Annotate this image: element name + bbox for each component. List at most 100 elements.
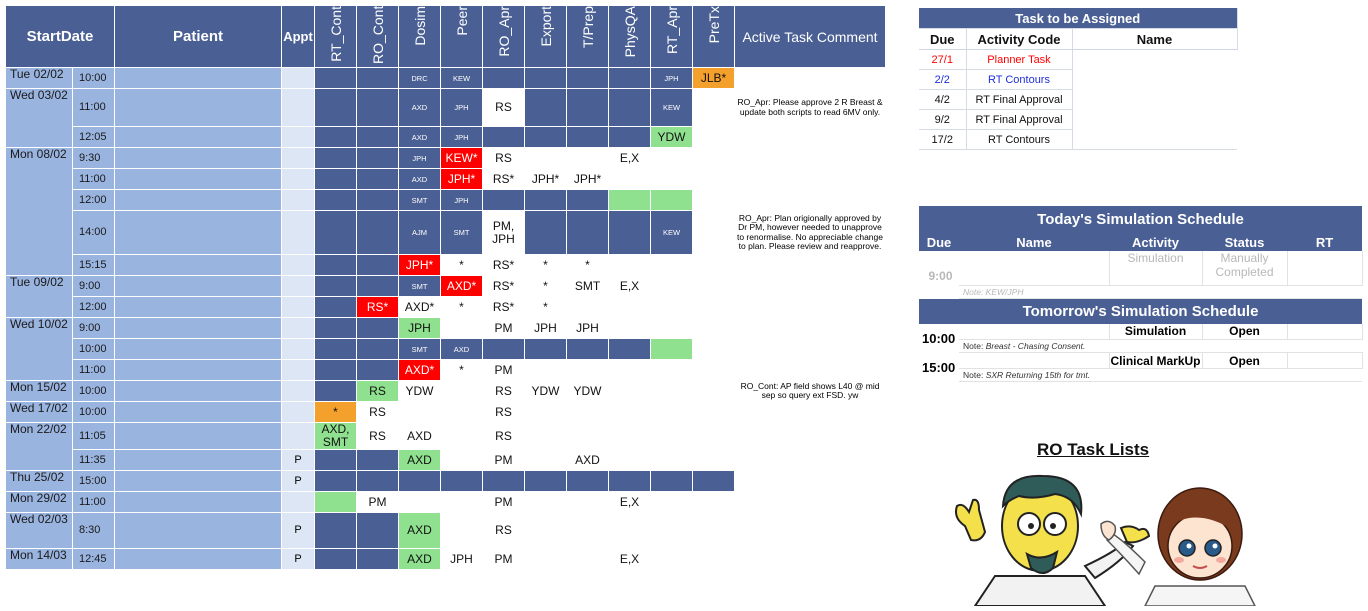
dosim-task-cell[interactable] <box>398 401 441 423</box>
ro-apr-task-cell[interactable]: PM <box>482 359 525 381</box>
patient-cell[interactable] <box>114 147 282 169</box>
col-active-task-comment[interactable]: Active Task Comment <box>734 5 886 68</box>
dosim-task-cell[interactable]: AXD <box>398 512 441 549</box>
rt-apr-task-cell[interactable]: KEW <box>650 210 693 255</box>
peer-task-cell[interactable] <box>440 380 483 402</box>
peer-task-cell[interactable]: * <box>440 296 483 318</box>
ro-apr-task-cell[interactable]: RS* <box>482 168 525 190</box>
ro-cont-task-cell[interactable]: RS <box>356 401 399 423</box>
peer-task-cell[interactable] <box>440 401 483 423</box>
rt-apr-task-cell[interactable] <box>650 275 693 297</box>
pretx-task-cell[interactable]: JLB* <box>692 67 735 89</box>
rt-apr-task-cell[interactable] <box>650 491 693 513</box>
physqa-task-cell[interactable] <box>608 470 651 492</box>
rt-apr-task-cell[interactable] <box>650 401 693 423</box>
ro-apr-task-cell[interactable]: RS* <box>482 296 525 318</box>
export-task-cell[interactable]: * <box>524 254 567 276</box>
rt-apr-task-cell[interactable] <box>650 254 693 276</box>
peer-task-cell[interactable] <box>440 470 483 492</box>
col-dosim[interactable]: Dosim <box>398 5 441 68</box>
assign-row[interactable]: 9/2 RT Final Approval <box>919 109 1237 130</box>
rt-cont-task-cell[interactable] <box>314 491 357 513</box>
patient-cell[interactable] <box>114 168 282 190</box>
rt-cont-task-cell[interactable] <box>314 512 357 549</box>
export-task-cell[interactable] <box>524 126 567 148</box>
physqa-task-cell[interactable] <box>608 254 651 276</box>
patient-cell[interactable] <box>114 380 282 402</box>
pretx-task-cell[interactable] <box>692 254 735 276</box>
schedule-row[interactable]: 11:00 AXD JPH* RS* JPH* JPH* <box>6 168 886 190</box>
rt-apr-task-cell[interactable]: KEW <box>650 88 693 127</box>
schedule-row[interactable]: Tue 02/02 10:00 DRC KEW JPH JLB* <box>5 67 886 89</box>
ro-apr-task-cell[interactable]: PM <box>482 491 525 513</box>
physqa-task-cell[interactable] <box>608 449 651 471</box>
col-t-prep[interactable]: T/Prep <box>566 5 609 68</box>
peer-task-cell[interactable] <box>440 491 483 513</box>
rt-cont-task-cell[interactable]: * <box>314 401 357 423</box>
ro-apr-task-cell[interactable] <box>482 189 525 211</box>
ro-apr-task-cell[interactable]: PM <box>482 449 525 471</box>
schedule-row[interactable]: 12:00 SMT JPH <box>6 189 886 211</box>
patient-cell[interactable] <box>114 126 282 148</box>
dosim-task-cell[interactable]: SMT <box>398 338 441 360</box>
physqa-task-cell[interactable] <box>608 422 651 450</box>
t-prep-task-cell[interactable] <box>566 512 609 549</box>
rt-cont-task-cell[interactable] <box>314 254 357 276</box>
assign-row[interactable]: 2/2 RT Contours <box>919 69 1237 90</box>
dosim-task-cell[interactable]: JPH <box>398 317 441 339</box>
dosim-task-cell[interactable]: SMT <box>398 189 441 211</box>
t-prep-task-cell[interactable] <box>566 296 609 318</box>
ro-cont-task-cell[interactable] <box>356 88 399 127</box>
dosim-task-cell[interactable]: AXD <box>398 548 441 570</box>
t-prep-task-cell[interactable] <box>566 189 609 211</box>
export-task-cell[interactable] <box>524 422 567 450</box>
schedule-row[interactable]: 11:00 AXD* * PM <box>6 359 886 381</box>
ro-apr-task-cell[interactable]: RS <box>482 401 525 423</box>
schedule-row[interactable]: Mon 29/02 11:00 PM PM E,X <box>5 491 886 513</box>
pretx-task-cell[interactable] <box>692 491 735 513</box>
patient-cell[interactable] <box>114 254 282 276</box>
schedule-row[interactable]: Mon 22/02 11:05 AXD, SMT RS AXD RS <box>5 422 886 471</box>
ro-apr-task-cell[interactable]: RS <box>482 88 525 127</box>
ro-cont-task-cell[interactable] <box>356 359 399 381</box>
dosim-task-cell[interactable]: AJM <box>398 210 441 255</box>
ro-apr-task-cell[interactable] <box>482 470 525 492</box>
pretx-task-cell[interactable] <box>692 296 735 318</box>
today-sim-row[interactable]: 9:00 Simulation Manually Completed <box>919 251 1363 286</box>
pretx-task-cell[interactable] <box>692 512 735 549</box>
patient-cell[interactable] <box>114 359 282 381</box>
peer-task-cell[interactable]: JPH <box>440 88 483 127</box>
schedule-row[interactable]: Wed 03/02 11:00 AXD JPH RS KEW RO_Apr: Please … <box>5 88 886 148</box>
schedule-row[interactable]: Wed 02/03 8:30 P AXD RS <box>5 512 886 549</box>
rt-apr-task-cell[interactable] <box>650 548 693 570</box>
rt-apr-task-cell[interactable] <box>650 168 693 190</box>
ro-apr-task-cell[interactable] <box>482 338 525 360</box>
dosim-task-cell[interactable]: JPH <box>398 147 441 169</box>
schedule-row[interactable]: Mon 14/03 12:45 P AXD JPH PM E,X <box>5 548 886 570</box>
ro-cont-task-cell[interactable] <box>356 189 399 211</box>
t-prep-task-cell[interactable] <box>566 470 609 492</box>
pretx-task-cell[interactable] <box>692 401 735 423</box>
rt-apr-task-cell[interactable] <box>650 470 693 492</box>
physqa-task-cell[interactable] <box>608 210 651 255</box>
t-prep-task-cell[interactable] <box>566 88 609 127</box>
export-task-cell[interactable] <box>524 548 567 570</box>
peer-task-cell[interactable]: JPH <box>440 126 483 148</box>
rt-cont-task-cell[interactable] <box>314 317 357 339</box>
dosim-task-cell[interactable]: YDW <box>398 380 441 402</box>
physqa-task-cell[interactable] <box>608 189 651 211</box>
dosim-task-cell[interactable] <box>398 470 441 492</box>
patient-cell[interactable] <box>114 422 282 450</box>
patient-cell[interactable] <box>114 548 282 570</box>
ro-cont-task-cell[interactable]: RS <box>356 380 399 402</box>
ro-apr-task-cell[interactable]: PM, JPH <box>482 210 525 255</box>
ro-apr-task-cell[interactable]: PM <box>482 548 525 570</box>
peer-task-cell[interactable]: SMT <box>440 210 483 255</box>
patient-cell[interactable] <box>114 210 282 255</box>
ro-apr-task-cell[interactable]: RS <box>482 512 525 549</box>
dosim-task-cell[interactable]: AXD <box>398 449 441 471</box>
col-pretx[interactable]: PreTx <box>692 5 735 68</box>
t-prep-task-cell[interactable]: * <box>566 254 609 276</box>
export-task-cell[interactable]: * <box>524 275 567 297</box>
schedule-row[interactable]: 12:05 AXD JPH YDW <box>6 126 886 148</box>
